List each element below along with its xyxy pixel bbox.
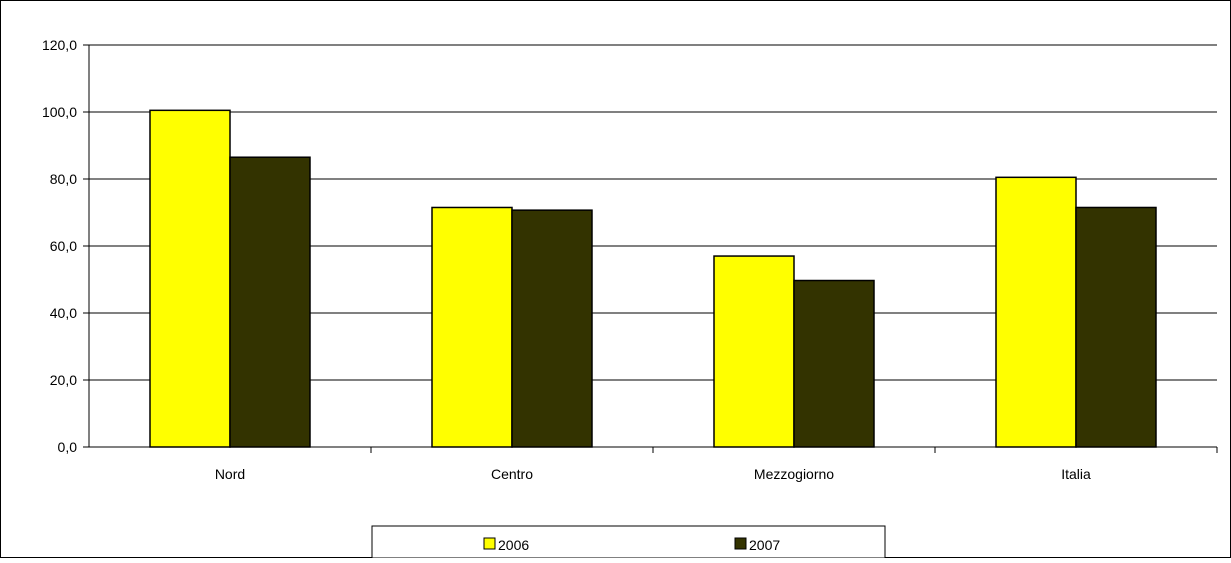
y-tick-label: 100,0	[42, 104, 77, 120]
y-tick-label: 120,0	[42, 37, 77, 53]
x-tick-label: Centro	[491, 466, 533, 482]
bar-nord-2006	[149, 109, 231, 448]
bar-centro-2007	[511, 209, 593, 448]
bar-centro-2006	[431, 206, 513, 448]
bar-mezzogiorno-2006	[713, 255, 795, 448]
bar-italia-2007	[1075, 206, 1157, 448]
x-axis-labels: Nord Centro Mezzogiorno Italia	[215, 466, 1091, 482]
legend: 2006 2007	[371, 525, 886, 559]
legend-swatch-2006	[483, 537, 496, 550]
legend-label: 2007	[749, 537, 780, 553]
legend-swatch-2007	[734, 537, 747, 550]
axes	[88, 45, 1218, 453]
y-tick-label: 80,0	[50, 171, 77, 187]
bars	[149, 109, 1157, 448]
y-tick-label: 20,0	[50, 372, 77, 388]
bar-nord-2007	[229, 156, 311, 448]
x-tick-label: Nord	[215, 466, 245, 482]
bar-italia-2006	[995, 176, 1077, 448]
legend-box	[371, 525, 886, 559]
y-tick-label: 60,0	[50, 238, 77, 254]
y-tick-label: 0,0	[58, 439, 78, 455]
x-tick-label: Italia	[1061, 466, 1091, 482]
bar-mezzogiorno-2007	[793, 279, 875, 448]
y-axis-ticks: 0,0 20,0 40,0 60,0 80,0 100,0 120,0	[42, 37, 89, 455]
x-tick-label: Mezzogiorno	[754, 466, 834, 482]
legend-label: 2006	[498, 537, 529, 553]
y-tick-label: 40,0	[50, 305, 77, 321]
